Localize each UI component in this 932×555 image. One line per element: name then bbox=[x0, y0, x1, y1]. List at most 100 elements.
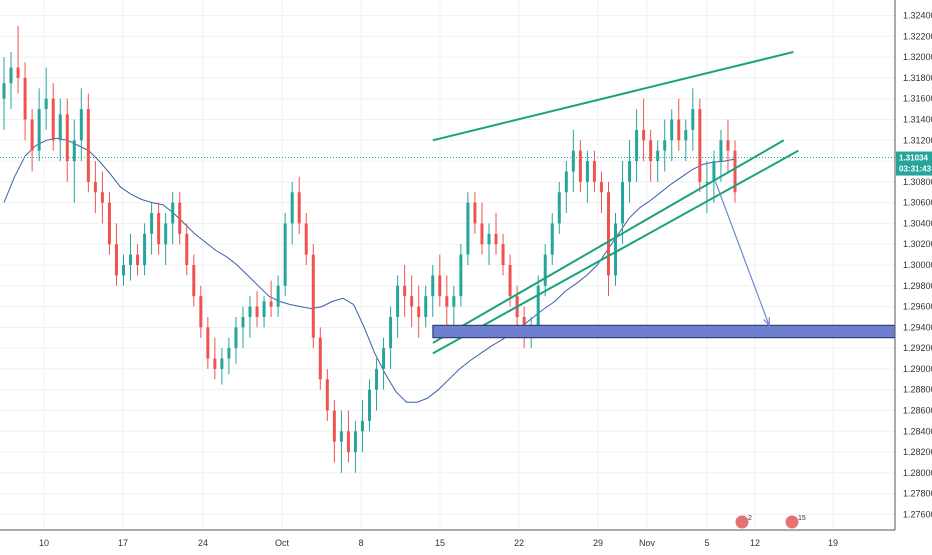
candle-body bbox=[410, 296, 414, 307]
candle-body bbox=[642, 129, 646, 141]
candle-body bbox=[550, 223, 554, 255]
candle-body bbox=[663, 140, 667, 151]
grid-layer bbox=[0, 0, 895, 530]
projection-arrow-head bbox=[763, 317, 771, 327]
candle-body bbox=[192, 265, 196, 297]
candle-body bbox=[129, 254, 133, 265]
x-tick-label: 22 bbox=[514, 538, 524, 548]
moving-average-line bbox=[3, 137, 736, 403]
candle-body bbox=[100, 192, 104, 203]
x-tick-label: Oct bbox=[275, 538, 290, 548]
candle-body bbox=[150, 213, 154, 234]
channel-line bbox=[432, 139, 785, 344]
candle-body bbox=[58, 114, 62, 141]
candle-body bbox=[30, 119, 34, 151]
candle-body bbox=[2, 83, 6, 99]
y-tick-label: 1.29000 bbox=[903, 364, 932, 374]
candle-body bbox=[339, 431, 343, 442]
x-tick-label: 17 bbox=[118, 538, 128, 548]
candle-body bbox=[241, 316, 245, 328]
candle-body bbox=[677, 119, 681, 141]
candle-body bbox=[614, 223, 618, 276]
candle-body bbox=[571, 150, 575, 172]
y-tick-label: 1.30200 bbox=[903, 239, 932, 249]
moving-average-layer bbox=[3, 137, 736, 403]
y-tick-label: 1.32000 bbox=[903, 52, 932, 62]
candle-body bbox=[635, 129, 639, 162]
candle-body bbox=[606, 192, 610, 276]
candle-body bbox=[107, 202, 111, 245]
price-tag: 1.31034 03:31:43 bbox=[896, 151, 932, 176]
candle-body bbox=[72, 140, 76, 162]
candle-body bbox=[698, 109, 702, 182]
candle-body bbox=[346, 431, 350, 453]
candle-body bbox=[494, 233, 498, 245]
candle-body bbox=[44, 98, 48, 110]
candle-body bbox=[213, 358, 217, 369]
candle-body bbox=[375, 368, 379, 390]
candle-body bbox=[501, 244, 505, 265]
target-zone bbox=[432, 324, 896, 339]
candle-body bbox=[726, 140, 730, 151]
y-tick-label: 1.28400 bbox=[903, 426, 932, 436]
candle-body bbox=[382, 348, 386, 369]
y-tick-label: 1.31400 bbox=[903, 115, 932, 125]
candle-body bbox=[262, 301, 266, 317]
candle-body bbox=[318, 337, 322, 380]
y-tick-label: 1.29600 bbox=[903, 302, 932, 312]
candle-body bbox=[283, 223, 287, 286]
candle-body bbox=[311, 254, 315, 338]
candle-body bbox=[304, 223, 308, 255]
flag-icon[interactable] bbox=[784, 514, 800, 530]
candle-body bbox=[143, 233, 147, 265]
candle-body bbox=[234, 327, 238, 349]
event-count: 2 bbox=[748, 515, 752, 522]
x-tick-label: 10 bbox=[39, 538, 49, 548]
price-tag-value: 1.31034 bbox=[899, 154, 928, 163]
candle-body bbox=[164, 223, 168, 245]
x-tick-label: 24 bbox=[198, 538, 208, 548]
events-layer: 2 15 bbox=[734, 514, 806, 530]
flag-icon[interactable] bbox=[734, 514, 750, 530]
y-tick-label: 1.28800 bbox=[903, 385, 932, 395]
y-tick-label: 1.32400 bbox=[903, 11, 932, 21]
candle-body bbox=[206, 327, 210, 359]
y-tick-label: 1.28000 bbox=[903, 468, 932, 478]
candle-body bbox=[592, 161, 596, 182]
candle-body bbox=[445, 296, 449, 307]
candle-body bbox=[353, 431, 357, 453]
candle-body bbox=[9, 67, 13, 84]
candle-body bbox=[487, 233, 491, 245]
candle-body bbox=[389, 316, 393, 349]
candle-body bbox=[171, 202, 175, 224]
candle-body bbox=[417, 306, 421, 317]
candle-body bbox=[220, 358, 224, 369]
x-tick-label: 8 bbox=[358, 538, 363, 548]
candle-body bbox=[51, 98, 55, 141]
y-tick-label: 1.32200 bbox=[903, 31, 932, 41]
candle-body bbox=[424, 296, 428, 317]
candle-body bbox=[79, 109, 83, 141]
y-tick-label: 1.30000 bbox=[903, 260, 932, 270]
candle-body bbox=[86, 109, 90, 182]
candle-body bbox=[733, 150, 737, 193]
projection-arrow-line bbox=[714, 181, 770, 326]
candle-body bbox=[185, 233, 189, 265]
candle-body bbox=[65, 114, 69, 162]
candle-body bbox=[466, 202, 470, 255]
x-tick-label: 5 bbox=[704, 538, 709, 548]
candle-body bbox=[37, 109, 41, 151]
candle-body bbox=[473, 202, 477, 224]
candle-body bbox=[199, 296, 203, 328]
y-tick-label: 1.30800 bbox=[903, 177, 932, 187]
x-tick-label: 15 bbox=[435, 538, 445, 548]
candle-body bbox=[670, 119, 674, 141]
x-tick-label: 19 bbox=[828, 538, 838, 548]
y-tick-label: 1.31800 bbox=[903, 73, 932, 83]
candle-body bbox=[459, 254, 463, 297]
y-tick-label: 1.31600 bbox=[903, 94, 932, 104]
candle-body bbox=[557, 192, 561, 224]
candle-body bbox=[691, 109, 695, 130]
